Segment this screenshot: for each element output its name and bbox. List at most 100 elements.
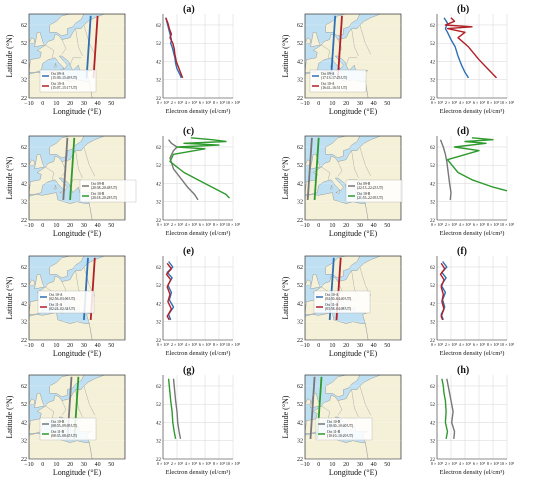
country-border [61,400,67,416]
legend-series-name: Oct 11-B [51,430,65,434]
map-x-tick-label: 20 [343,462,349,468]
density-profile-line [165,262,173,321]
density-x-tick-label: 4 × 10⁵ [185,461,198,466]
density-x-tick-label: 10 × 10⁵ [500,100,515,105]
map-legend-box [39,417,97,441]
map-y-axis-title: Latitude (°N) [5,34,14,77]
map-x-tick-label: 50 [384,223,390,229]
map-y-tick-label: 22 [21,218,27,224]
map-x-axis-title: Longitude (°E) [329,468,378,477]
legend-series-name: Oct 11-B [327,430,341,434]
legend-series-name: Oct 10-B [51,420,65,424]
land-mass [335,189,341,194]
density-x-tick-label: 2 × 10⁵ [445,100,458,105]
density-x-tick-label: 8 × 10⁵ [487,100,500,105]
map-x-tick-label: 20 [67,223,73,229]
map-x-tick-label: 50 [108,101,114,107]
density-plot-area [163,14,233,98]
land-mass [54,63,57,68]
map-x-tick-label: 40 [371,223,377,229]
land-mass [29,14,125,98]
density-y-tick-label: 42 [156,302,162,307]
density-x-tick-label: 8 × 10⁵ [213,461,226,466]
density-y-tick-label: 62 [156,266,162,271]
map-y-tick-label: 22 [21,338,27,344]
density-y-tick-label: 42 [430,182,436,187]
country-border [337,400,343,416]
panel-letter: (f) [457,246,467,257]
density-y-tick-label: 32 [156,79,162,84]
panel-g: −10 0 10 20 30 40 50 22 32 42 52 62 Longitude (°E) La… [5,365,241,477]
density-x-tick-label: 0 × 10⁵ [157,342,170,347]
land-mass [286,17,301,22]
density-x-axis-title: Electron density (el/cm³) [166,230,231,237]
map-y-tick-label: 32 [297,439,303,445]
map-x-axis-title: Longitude (°E) [329,107,378,116]
map-y-tick-label: 52 [21,163,27,169]
map-y-tick-label: 22 [21,96,27,102]
map-legend-box [79,179,137,203]
map-y-tick-label: 32 [297,78,303,84]
density-profile-line [446,137,508,192]
density-x-tick-label: 0 × 10⁵ [157,100,170,105]
map-y-tick-label: 52 [297,402,303,408]
density-x-tick-label: 2 × 10⁵ [171,461,184,466]
country-border [351,150,359,179]
map-x-tick-label: −10 [24,343,33,349]
legend-series-time: (04:30–04:40 UT) [325,297,352,301]
density-profile-line [444,17,498,79]
map-x-tick-label: 50 [108,223,114,229]
density-y-tick-label: 32 [156,440,162,445]
legend-series-name: Oct 09-B [357,182,371,186]
density-y-tick-label: 22 [156,339,162,344]
map-x-tick-label: 50 [108,343,114,349]
density-y-tick-label: 42 [430,60,436,65]
legend-series-name: Oct 10-A [49,293,63,297]
map-x-tick-label: 10 [53,462,59,468]
land-mass [286,139,301,144]
map-y-tick-label: 52 [21,402,27,408]
density-y-tick-label: 22 [430,339,436,344]
map-x-tick-label: −10 [24,462,33,468]
legend-series-name: Oct 10-B [357,192,371,196]
density-y-tick-label: 62 [430,266,436,271]
satellite-track [92,15,99,78]
map-x-tick-label: 0 [41,223,44,229]
country-border [45,166,54,180]
country-border [45,405,54,419]
density-x-tick-label: 8 × 10⁵ [213,342,226,347]
map-y-tick-label: 42 [297,59,303,65]
density-x-tick-label: 2 × 10⁵ [171,100,184,105]
map-x-tick-label: −10 [300,343,309,349]
land-mass [10,139,25,144]
country-border [45,44,54,58]
density-y-tick-label: 52 [430,284,436,289]
map-y-tick-label: 22 [297,338,303,344]
map-y-tick-label: 42 [21,301,27,307]
legend-series-time: (10:30–10:40 UT) [327,424,354,428]
density-y-tick-label: 32 [430,201,436,206]
density-y-tick-label: 62 [430,24,436,29]
density-x-tick-label: 8 × 10⁵ [487,222,500,227]
map-x-tick-label: 30 [81,223,87,229]
legend-series-time: (08:35–08:45 UT) [51,434,78,438]
density-x-tick-label: 8 × 10⁵ [213,100,226,105]
map-x-axis-title: Longitude (°E) [53,468,102,477]
density-x-axis-title: Electron density (el/cm³) [440,469,505,476]
legend-series-name: Oct 09-B [91,182,105,186]
density-x-tick-label: 0 × 10⁵ [157,461,170,466]
density-y-tick-label: 52 [156,284,162,289]
map-x-axis-title: Longitude (°E) [329,349,378,358]
map-y-tick-label: 22 [297,96,303,102]
map-y-tick-label: 32 [21,320,27,326]
map-legend-box [345,179,403,203]
density-x-tick-label: 8 × 10⁵ [213,222,226,227]
density-profile-line [165,17,184,79]
map-y-axis-title: Latitude (°N) [281,276,290,319]
map-x-tick-label: 10 [329,462,335,468]
density-x-tick-label: 4 × 10⁵ [185,222,198,227]
map-x-axis-title: Longitude (°E) [329,229,378,238]
map-x-axis-title: Longitude (°E) [53,349,102,358]
map-x-axis-title: Longitude (°E) [53,229,102,238]
